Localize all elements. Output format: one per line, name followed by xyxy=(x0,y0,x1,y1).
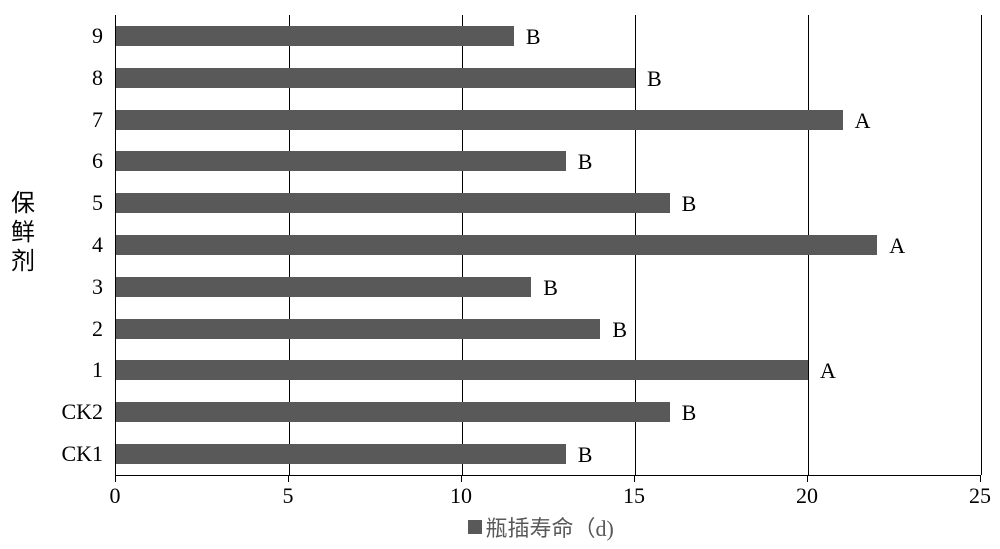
bar xyxy=(116,235,877,255)
y-tick-label: 9 xyxy=(0,23,103,49)
bar-letter: B xyxy=(578,442,593,468)
x-tick-mark xyxy=(634,475,635,482)
bar-letter: A xyxy=(889,233,905,259)
y-tick-label: 2 xyxy=(0,316,103,342)
bar xyxy=(116,402,670,422)
bar-letter: B xyxy=(682,191,697,217)
bar xyxy=(116,319,600,339)
x-tick-label: 5 xyxy=(268,483,308,509)
y-tick-label: CK2 xyxy=(0,399,103,425)
bar-letter: A xyxy=(855,108,871,134)
bar-letter: B xyxy=(543,275,558,301)
bar xyxy=(116,193,670,213)
bar xyxy=(116,360,808,380)
y-tick-label: 6 xyxy=(0,148,103,174)
y-tick-label: 5 xyxy=(0,190,103,216)
x-tick-mark xyxy=(807,475,808,482)
y-tick-label: 4 xyxy=(0,232,103,258)
bar xyxy=(116,444,566,464)
x-tick-mark xyxy=(115,475,116,482)
y-tick-label: CK1 xyxy=(0,441,103,467)
x-tick-label: 0 xyxy=(95,483,135,509)
x-tick-label: 15 xyxy=(614,483,654,509)
bar-letter: A xyxy=(820,358,836,384)
legend-swatch xyxy=(468,520,482,534)
bar-letter: B xyxy=(647,66,662,92)
legend-label: 瓶插寿命（d) xyxy=(486,511,614,543)
bar-letter: B xyxy=(612,317,627,343)
legend: 瓶插寿命（d) xyxy=(468,511,614,543)
y-tick-label: 7 xyxy=(0,107,103,133)
x-tick-label: 20 xyxy=(787,483,827,509)
bar-letter: B xyxy=(682,400,697,426)
plot-area: B B A B B A B B A B B xyxy=(115,15,981,476)
bar xyxy=(116,26,514,46)
x-tick-mark xyxy=(461,475,462,482)
x-tick-label: 10 xyxy=(441,483,481,509)
x-tick-mark xyxy=(980,475,981,482)
y-tick-label: 1 xyxy=(0,357,103,383)
bar-letter: B xyxy=(526,24,541,50)
chart-container: BBABBABBABB 保鲜剂 瓶插寿命（d) 0510152025CK1CK2… xyxy=(0,0,1000,549)
bar xyxy=(116,277,531,297)
x-tick-label: 25 xyxy=(960,483,1000,509)
bar-letter: B xyxy=(578,149,593,175)
y-tick-label: 8 xyxy=(0,65,103,91)
x-tick-mark xyxy=(288,475,289,482)
y-tick-label: 3 xyxy=(0,274,103,300)
gridline xyxy=(981,15,982,475)
bar xyxy=(116,110,843,130)
bar xyxy=(116,151,566,171)
bar xyxy=(116,68,635,88)
